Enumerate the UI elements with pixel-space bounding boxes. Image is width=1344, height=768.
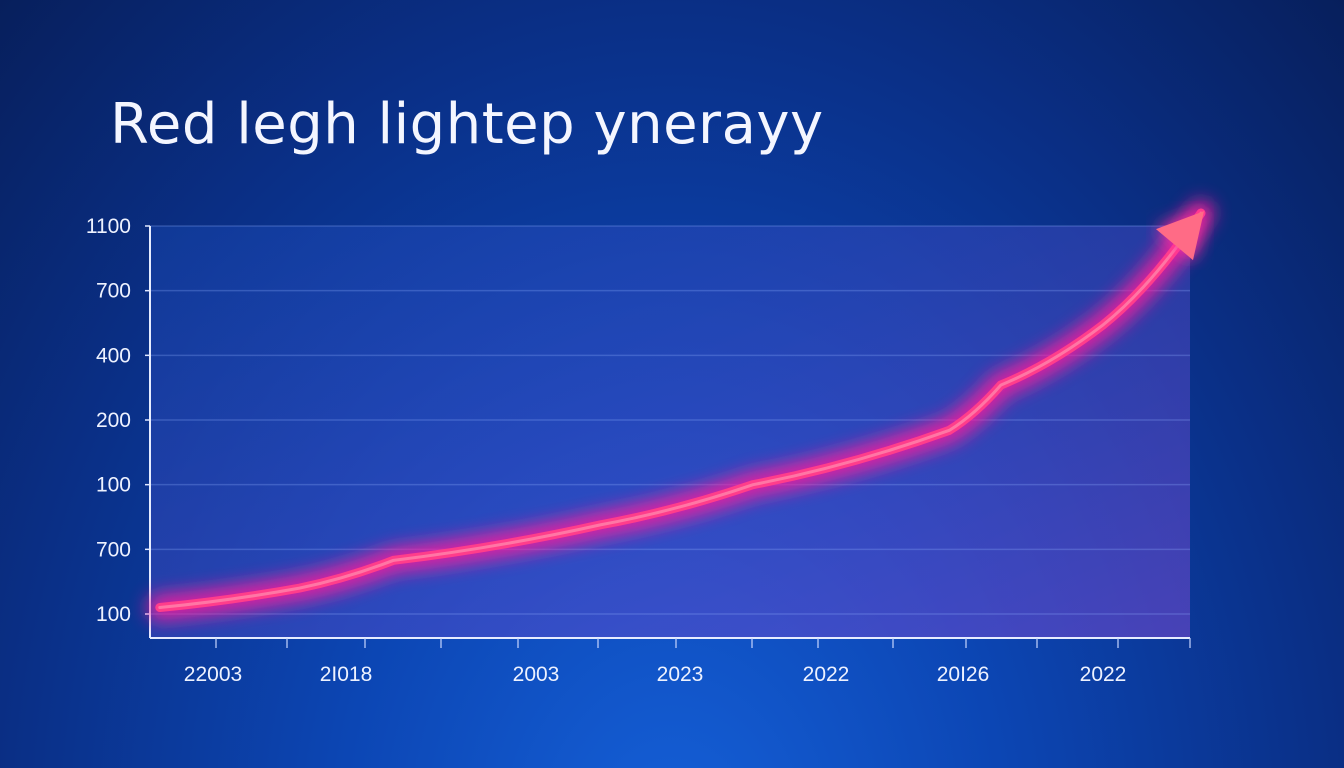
x-tick-label: 2I018 (320, 663, 373, 686)
arrow-head-icon (1156, 211, 1204, 261)
x-tick-label: 2023 (657, 663, 704, 686)
x-tick-label: 2022 (803, 663, 850, 686)
x-tick-label: 22003 (184, 663, 242, 686)
y-tick-label: 100 (96, 474, 131, 497)
y-tick-label: 700 (96, 538, 131, 561)
y-tick-label: 100 (96, 603, 131, 626)
x-tick-label: 2003 (513, 663, 560, 686)
y-tick-label: 400 (96, 344, 131, 367)
y-tick-label: 200 (96, 409, 131, 432)
x-tick-label: 2022 (1080, 663, 1127, 686)
y-tick-label: 1100 (86, 215, 131, 238)
series-line-highlight (158, 211, 1203, 610)
chart-title: Red legh lightep ynerayy (110, 92, 824, 157)
x-tick-label: 20I26 (937, 663, 990, 686)
y-tick-label: 700 (96, 280, 131, 303)
